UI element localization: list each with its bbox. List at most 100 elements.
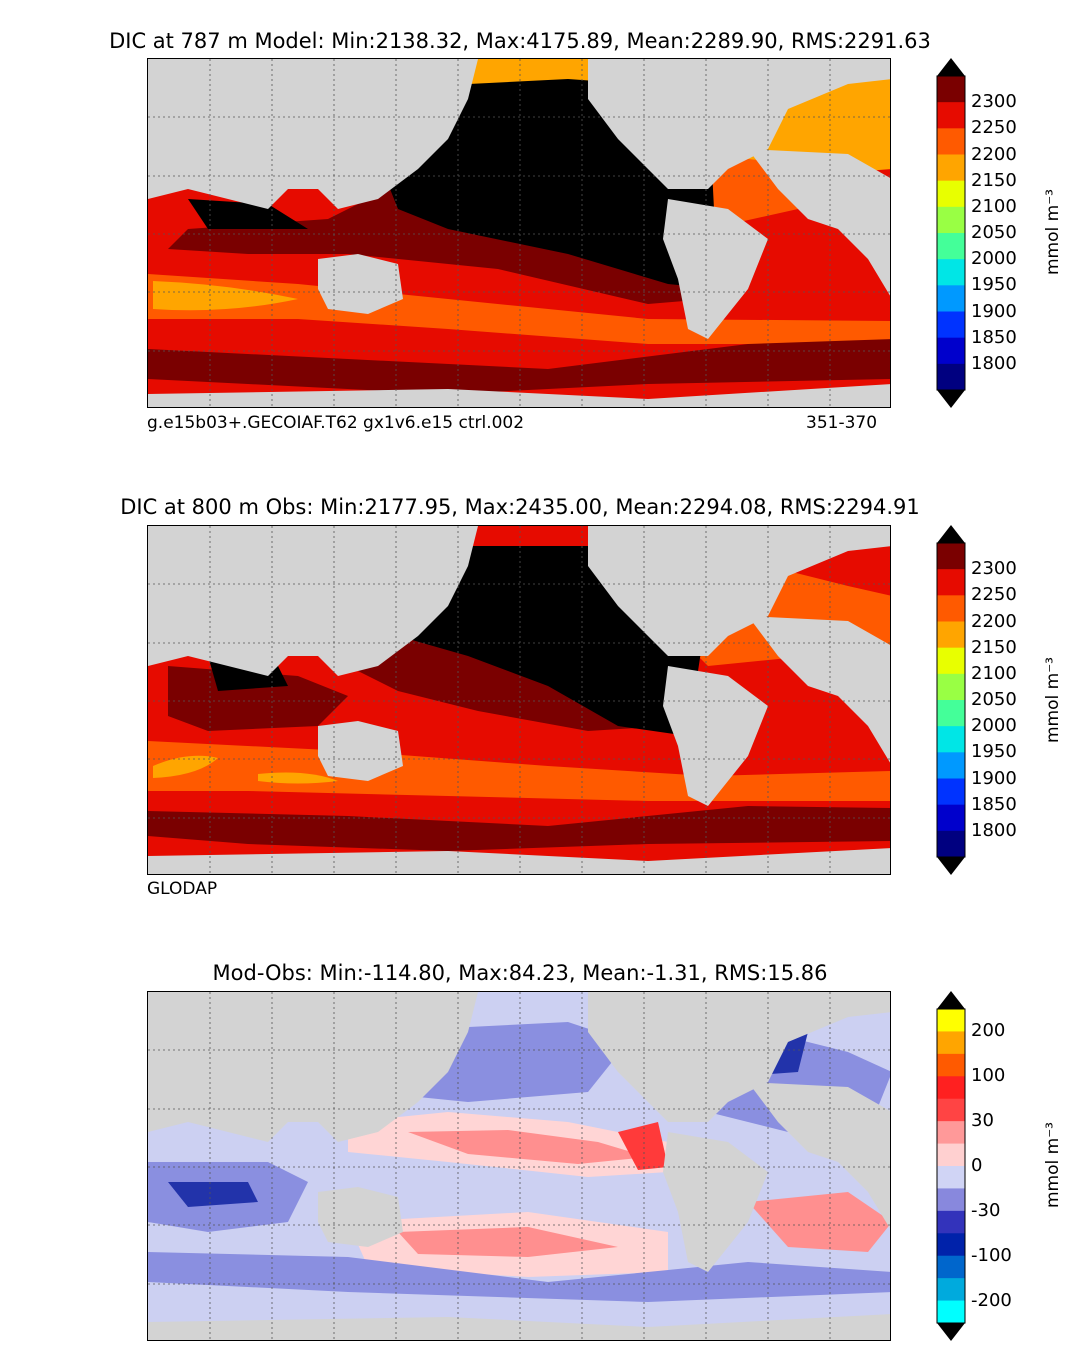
land-eurasia: [148, 992, 478, 1142]
colorbar-swatch: [937, 206, 965, 234]
graticule: [148, 992, 890, 1340]
colorbar-tick-label: 1900: [971, 767, 1017, 789]
panel3-colorbar: [936, 991, 966, 1341]
land-australia: [318, 1187, 403, 1247]
colorbar-tick-label: 1900: [971, 300, 1017, 322]
colorbar-swatch: [937, 1278, 965, 1302]
colorbar-frame: [936, 542, 966, 858]
colorbar-swatch: [937, 1188, 965, 1212]
colorbar-tick-label: 100: [971, 1065, 1006, 1087]
graticule: [148, 59, 890, 407]
panel1-colorbar: [936, 58, 966, 408]
panel1-map: [147, 58, 891, 408]
panel3-title: Mod-Obs: Min:-114.80, Max:84.23, Mean:-1…: [212, 961, 828, 985]
colorbar-tick-label: 2150: [971, 636, 1017, 658]
panel2-title: DIC at 800 m Obs: Min:2177.95, Max:2435.…: [120, 495, 920, 519]
land-north-america: [588, 526, 890, 656]
colorbar-tick-label: 0: [971, 1155, 983, 1176]
colorbar-tick-label: 2200: [971, 610, 1017, 632]
colorbar-swatch: [937, 569, 965, 596]
colorbar-swatch: [937, 1300, 965, 1324]
land-antarctica: [148, 848, 890, 874]
colorbar-swatch: [937, 647, 965, 675]
colorbar-swatch: [937, 259, 965, 286]
panel1-caption-right: 351-370: [806, 413, 878, 433]
pacific-amber-core: [258, 772, 338, 784]
colorbar-swatch: [937, 778, 965, 806]
indian-amber-core: [153, 281, 298, 311]
land-africa: [748, 616, 890, 763]
graticule: [148, 526, 890, 874]
colorbar-swatch: [937, 1098, 965, 1122]
colorbar-swatch: [937, 726, 965, 753]
colorbar-swatch: [937, 285, 965, 312]
land-north-america: [588, 59, 890, 189]
colorbar-swatch: [937, 1255, 965, 1279]
colorbar-swatch: [937, 363, 965, 391]
colorbar-tick-label: 30: [971, 1110, 994, 1132]
colorbar-tick-label: 1800: [971, 819, 1017, 841]
indian-black-core: [188, 199, 308, 229]
indian-darkred: [168, 666, 348, 731]
panel2-unit: mmol m⁻³: [1043, 657, 1063, 743]
colorbar-tick-label: 2300: [971, 91, 1017, 113]
colorbar-swatch: [937, 804, 965, 832]
panel2-colorbar: [936, 525, 966, 875]
colorbar-tick-label: 1850: [971, 793, 1017, 815]
panel1-colorbar-svg: [936, 58, 966, 408]
colorbar-frame: [936, 75, 966, 391]
south-pacific-red: [398, 1227, 618, 1257]
colorbar-frame: [936, 1008, 966, 1324]
panel1-title: DIC at 787 m Model: Min:2138.32, Max:417…: [109, 29, 931, 53]
colorbar-tick-label: 1950: [971, 741, 1017, 763]
panel2-colorbar-svg: [936, 525, 966, 875]
colorbar-swatch: [937, 1233, 965, 1257]
panel2-map: [147, 525, 891, 875]
land-africa: [748, 149, 890, 296]
colorbar-swatch: [937, 180, 965, 208]
pacific-red: [408, 1130, 648, 1164]
colorbar-swatch: [937, 1121, 965, 1145]
land-australia: [318, 721, 403, 781]
panel1-caption-left: g.e15b03+.GECOIAF.T62 gx1v6.e15 ctrl.002: [147, 413, 525, 433]
colorbar-tick-label: 2100: [971, 662, 1017, 684]
colorbar-tick-label: -200: [971, 1289, 1012, 1311]
land-north-america: [588, 992, 890, 1122]
colorbar-swatch: [937, 311, 965, 339]
colorbar-swatch: [937, 621, 965, 649]
colorbar-tick-label: 2000: [971, 248, 1017, 270]
colorbar-swatch: [937, 154, 965, 182]
colorbar-tick-label: -30: [971, 1199, 1001, 1221]
panel3-colorbar-svg: [936, 991, 966, 1341]
panel1-unit: mmol m⁻³: [1043, 189, 1063, 275]
southern-blue: [148, 1252, 890, 1302]
southern-darkred: [148, 806, 890, 851]
colorbar-swatch: [937, 1031, 965, 1055]
colorbar-extend-top: [937, 525, 965, 543]
colorbar-tick-label: 1800: [971, 352, 1017, 374]
colorbar-swatch: [937, 1053, 965, 1077]
land-eurasia: [148, 59, 478, 209]
colorbar-tick-label: 1850: [971, 326, 1017, 348]
colorbar-extend-top: [937, 58, 965, 76]
land-eurasia: [148, 526, 478, 676]
colorbar-tick-label: 2050: [971, 689, 1017, 710]
colorbar-tick-label: 2300: [971, 558, 1017, 580]
colorbar-swatch: [937, 233, 965, 260]
panel3-unit: mmol m⁻³: [1043, 1122, 1063, 1208]
colorbar-extend-bottom: [937, 857, 965, 875]
colorbar-swatch: [937, 752, 965, 779]
colorbar-swatch: [937, 595, 965, 622]
colorbar-swatch: [937, 1143, 965, 1167]
colorbar-tick-label: 2200: [971, 143, 1017, 165]
land-africa: [748, 1082, 890, 1229]
colorbar-swatch: [937, 673, 965, 701]
land-australia: [318, 254, 403, 314]
colorbar-swatch: [937, 1076, 965, 1100]
colorbar-swatch: [937, 102, 965, 129]
land-antarctica: [148, 384, 890, 407]
colorbar-swatch: [937, 830, 965, 858]
indian-amber-core: [153, 755, 218, 778]
colorbar-tick-label: 2150: [971, 169, 1017, 191]
colorbar-tick-label: 200: [971, 1020, 1006, 1042]
